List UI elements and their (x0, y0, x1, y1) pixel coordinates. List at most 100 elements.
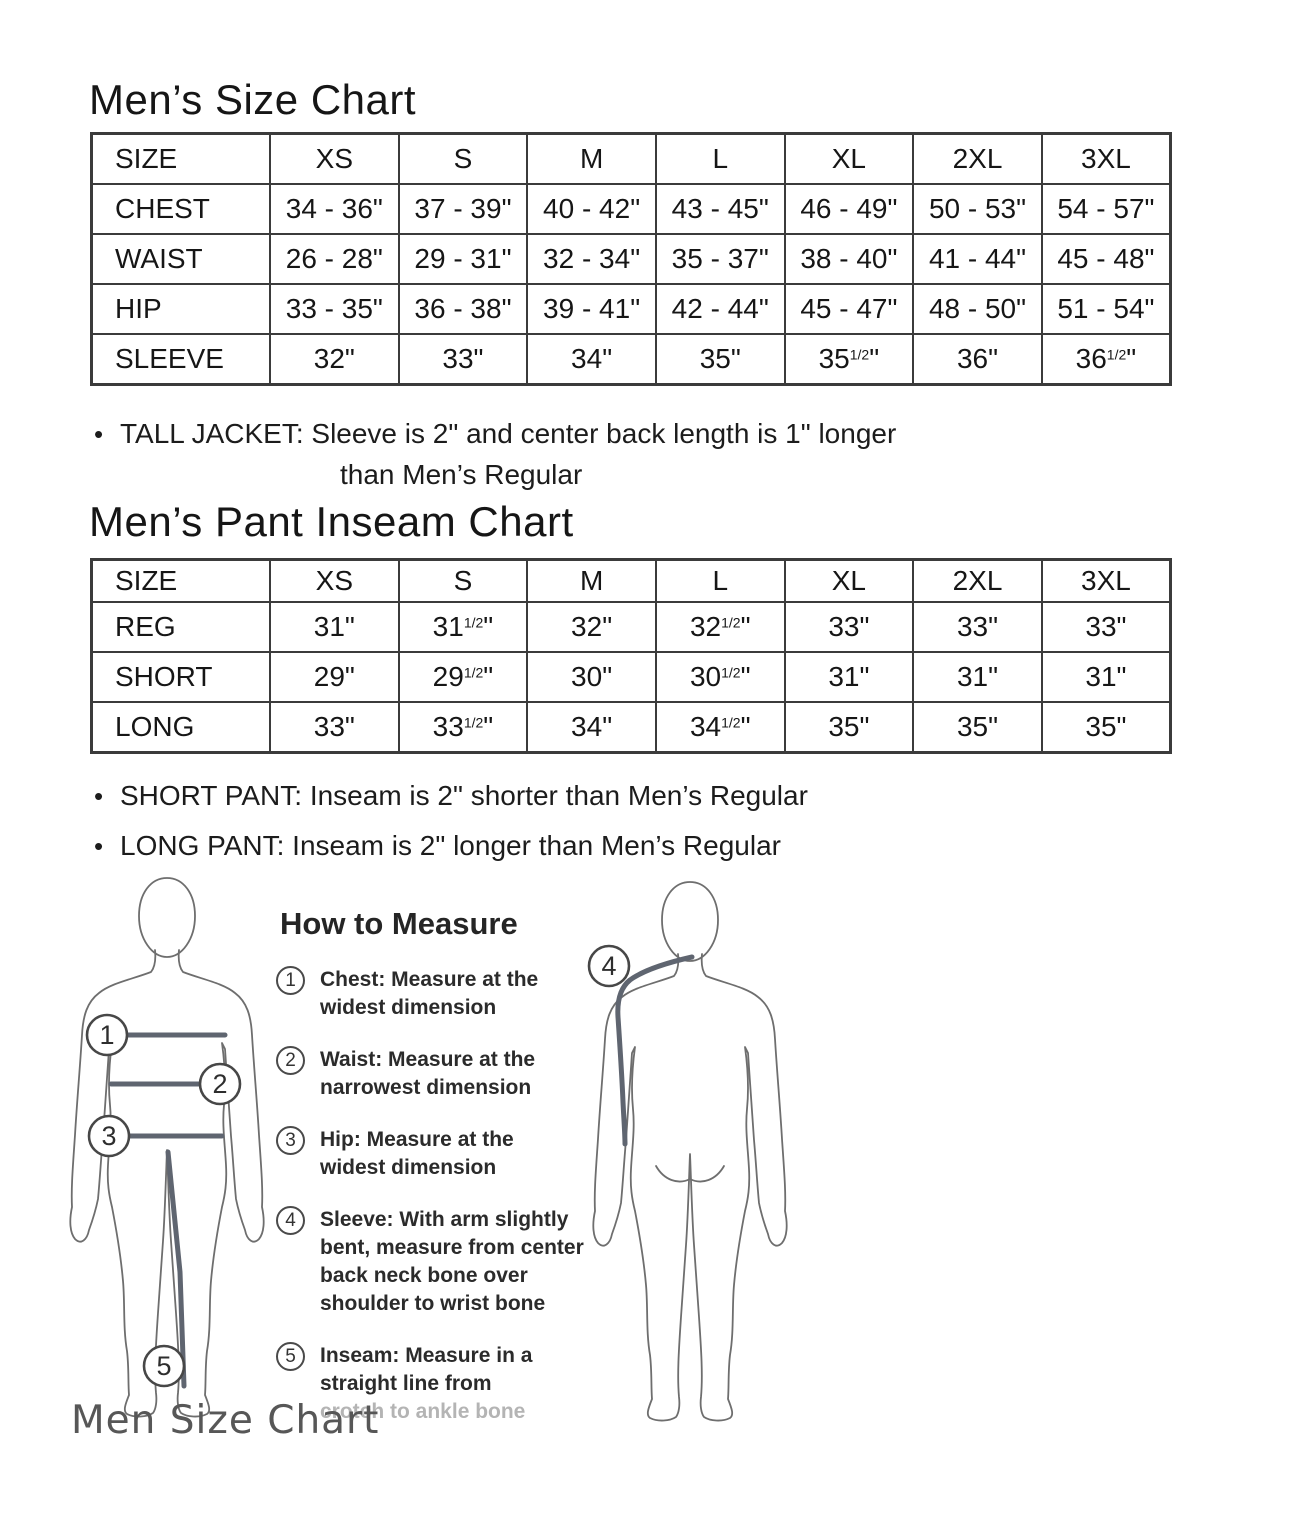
header-cell: 2XL (912, 132, 1043, 185)
value-cell: 48 - 50" (912, 283, 1043, 335)
header-cell: 3XL (1040, 132, 1172, 185)
value-cell: 40 - 42" (526, 183, 657, 235)
header-cell: XL (783, 132, 915, 185)
marker-circle (142, 1344, 186, 1388)
value-cell: 32" (269, 333, 400, 386)
front-head-outline (138, 877, 196, 958)
measure-steps-list: 1 Chest: Measure at the widest dimension 2 W… (276, 966, 616, 1426)
value-cell: 29" (269, 651, 400, 703)
inseam-chart-table: SIZE XS S M L XL 2XL 3XL REG 31" 311/2" 32" 321/2" 33… (90, 558, 1172, 754)
value-cell: 50 - 53" (912, 183, 1043, 235)
buttocks-outline (655, 1165, 725, 1183)
measure-step: 2 Waist: Measure at the narrowest dimensio… (276, 1046, 616, 1102)
measure-step-line: widest dimension (320, 1156, 497, 1179)
measure-step-line: Sleeve: With arm slightly (320, 1208, 569, 1231)
value-cell: 331/2" (397, 701, 529, 754)
value-cell: 33" (397, 333, 529, 386)
measure-step-text: Hip: Measure at the widest dimension (320, 1126, 514, 1182)
measure-step: 5 Inseam: Measure in a straight line from c… (276, 1342, 616, 1426)
value-cell: 46 - 49" (783, 183, 915, 235)
marker-1-chest: 1 (85, 1013, 129, 1057)
marker-number: 3 (101, 1121, 116, 1151)
marker-4-sleeve: 4 (587, 944, 631, 988)
marker-2-waist: 2 (198, 1062, 242, 1106)
inseam-chart-title: Men’s Pant Inseam Chart (89, 498, 574, 545)
row-label: HIP (90, 283, 271, 335)
header-cell: 3XL (1040, 558, 1172, 603)
measure-step-line: straight line from (320, 1372, 492, 1395)
value-cell: 39 - 41" (526, 283, 657, 335)
marker-number: 4 (601, 951, 616, 981)
header-cell: 2XL (912, 558, 1043, 603)
value-cell: 35" (1040, 701, 1172, 754)
value-cell: 45 - 48" (1040, 233, 1172, 285)
marker-circle (85, 1013, 129, 1057)
table-row: SHORT 29" 291/2" 30" 301/2" 31" 31" 31" (90, 651, 1172, 703)
measure-step-text: Sleeve: With arm slightly bent, measure f… (320, 1206, 584, 1318)
measure-step: 1 Chest: Measure at the widest dimension (276, 966, 616, 1022)
marker-circle (198, 1062, 242, 1106)
value-cell: 351/2" (783, 333, 915, 386)
header-cell: L (654, 558, 786, 603)
header-cell: S (397, 132, 529, 185)
inseam-measure-line (165, 1149, 187, 1389)
size-chart-title: Men’s Size Chart (89, 76, 417, 123)
size-chart-table: SIZE XS S M L XL 2XL 3XL CHEST 34 - 36" 37 - 39" 40… (90, 132, 1172, 386)
marker-number: 1 (99, 1020, 114, 1050)
inseam_chart-grid: SIZE XS S M L XL 2XL 3XL REG 31" 311/2" 32" 321/2" 33… (90, 558, 1172, 754)
header-cell: SIZE (90, 132, 271, 185)
value-cell: 311/2" (397, 601, 529, 653)
row-label: CHEST (90, 183, 271, 235)
measure-step-line: Chest: Measure at the (320, 968, 539, 991)
measure-step-number-circle: 3 (276, 1126, 305, 1155)
measure-step-text: Chest: Measure at the widest dimension (320, 966, 538, 1022)
value-cell: 341/2" (654, 701, 786, 754)
value-cell: 30" (526, 651, 657, 703)
marker-5-inseam: 5 (142, 1344, 186, 1388)
table-row: CHEST 34 - 36" 37 - 39" 40 - 42" 43 - 45" 46 … (90, 183, 1172, 235)
value-cell: 36" (912, 333, 1043, 386)
bullet-icon: • (94, 831, 104, 861)
measure-step-line: narrowest dimension (320, 1076, 532, 1099)
measure-step-text: Waist: Measure at the narrowest dimension (320, 1046, 535, 1102)
header-cell: XL (783, 558, 915, 603)
tall-jacket-note-line1: TALL JACKET: Sleeve is 2" and center bac… (120, 418, 897, 449)
row-label: LONG (90, 701, 271, 754)
table-row: REG 31" 311/2" 32" 321/2" 33" 33" 33" (90, 601, 1172, 653)
marker-circle (587, 944, 631, 988)
back-body-figure: 4 (587, 881, 788, 1422)
row-label: REG (90, 601, 271, 653)
header-cell: M (526, 558, 657, 603)
header-cell: L (654, 132, 786, 185)
size_chart-grid: SIZE XS S M L XL 2XL 3XL CHEST 34 - 36" 37 - 39" 40… (90, 132, 1172, 386)
long-pant-note: • LONG PANT: Inseam is 2" longer than Men… (94, 830, 781, 862)
header-cell: XS (269, 558, 400, 603)
value-cell: 31" (783, 651, 915, 703)
value-cell: 361/2" (1040, 333, 1172, 386)
back-head-outline (661, 881, 719, 962)
header-cell: M (526, 132, 657, 185)
value-cell: 41 - 44" (912, 233, 1043, 285)
value-cell: 34" (526, 333, 657, 386)
sleeve-measure-line (615, 954, 695, 1147)
measure-step-number-circle: 1 (276, 966, 305, 995)
row-label: SHORT (90, 651, 271, 703)
row-label: WAIST (90, 233, 271, 285)
value-cell: 35" (783, 701, 915, 754)
table-row: LONG 33" 331/2" 34" 341/2" 35" 35" 35" (90, 701, 1172, 754)
value-cell: 291/2" (397, 651, 529, 703)
header-cell: S (397, 558, 529, 603)
value-cell: 301/2" (654, 651, 786, 703)
value-cell: 36 - 38" (397, 283, 529, 335)
value-cell: 29 - 31" (397, 233, 529, 285)
header-cell: XS (269, 132, 400, 185)
measure-step-number-circle: 2 (276, 1046, 305, 1075)
value-cell: 33" (783, 601, 915, 653)
measure-step-line: bent, measure from center (320, 1236, 584, 1259)
how-to-measure-section: How to Measure 1 Chest: Measure at the wid… (276, 906, 616, 1450)
value-cell: 33 - 35" (269, 283, 400, 335)
table-row: HIP 33 - 35" 36 - 38" 39 - 41" 42 - 44" 45 - … (90, 283, 1172, 335)
measure-step-text: Inseam: Measure in a straight line from cr… (320, 1342, 532, 1426)
measure-step-line: Waist: Measure at the (320, 1048, 536, 1071)
